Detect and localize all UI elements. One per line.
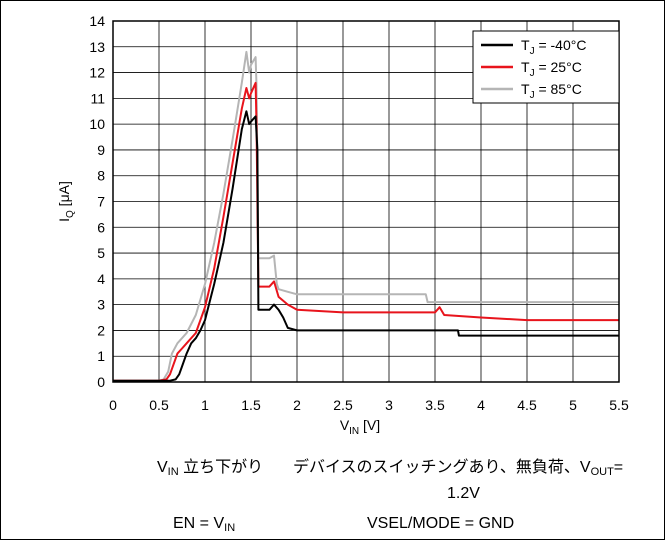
x-tick-label: 1.5 [241, 397, 261, 413]
legend-entry: TJ = -40°C [521, 37, 586, 57]
y-tick-label: 6 [97, 219, 105, 235]
x-tick-label: 2.5 [333, 397, 353, 413]
y-tick-label: 4 [97, 271, 105, 287]
x-tick-label: 3 [385, 397, 393, 413]
y-axis-label: IQ [μA] [56, 181, 76, 222]
x-tick-label: 0.5 [149, 397, 169, 413]
x-tick-label: 5 [569, 397, 577, 413]
y-tick-label: 10 [89, 116, 105, 132]
x-tick-label: 5.5 [609, 397, 629, 413]
y-tick-label: 5 [97, 245, 105, 261]
y-tick-label: 3 [97, 297, 105, 313]
y-tick-label: 0 [97, 374, 105, 390]
note-vin-falling: VIN 立ち下がり [157, 459, 264, 478]
x-tick-label: 1 [201, 397, 209, 413]
y-tick-label: 11 [90, 90, 105, 106]
legend-entry: TJ = 25°C [521, 59, 582, 79]
x-tick-label: 0 [109, 397, 117, 413]
y-tick-label: 13 [89, 39, 105, 55]
series-lines [113, 50, 619, 382]
y-tick-label: 2 [97, 322, 105, 338]
note-en-condition: EN = VIN [173, 515, 236, 534]
x-tick-label: 2 [293, 397, 301, 413]
x-tick-label: 4.5 [517, 397, 537, 413]
y-tick-label: 1 [97, 348, 105, 364]
y-tick-label: 7 [97, 194, 105, 210]
x-axis-label: VIN [V] [340, 417, 380, 437]
y-tick-label: 8 [97, 168, 105, 184]
series-line-0 [113, 110, 619, 382]
x-tick-label: 3.5 [425, 397, 445, 413]
series-line-2 [113, 50, 619, 382]
note-vsel-condition: VSEL/MODE = GND [367, 515, 515, 532]
y-tick-label: 9 [97, 142, 105, 158]
y-tick-label: 12 [89, 65, 105, 81]
legend: TJ = -40°CTJ = 25°CTJ = 85°C [472, 30, 620, 104]
iq-vs-vin-chart: 0 0.5 1 1.5 2 2.5 3 3.5 4 4.5 5 5.5 012345678910111… [56, 13, 629, 437]
y-tick-label: 14 [89, 13, 105, 29]
note-switching-condition: デバイスのスイッチングあり、無負荷、VOUT= [293, 459, 624, 478]
series-line-1 [113, 81, 619, 382]
x-tick-label: 4 [477, 397, 485, 413]
note-vout-value: 1.2V [447, 485, 480, 502]
x-tick-labels: 0 0.5 1 1.5 2 2.5 3 3.5 4 4.5 5 5.5 [109, 397, 629, 413]
plot-area-border [112, 20, 620, 383]
legend-entry: TJ = 85°C [521, 81, 582, 101]
